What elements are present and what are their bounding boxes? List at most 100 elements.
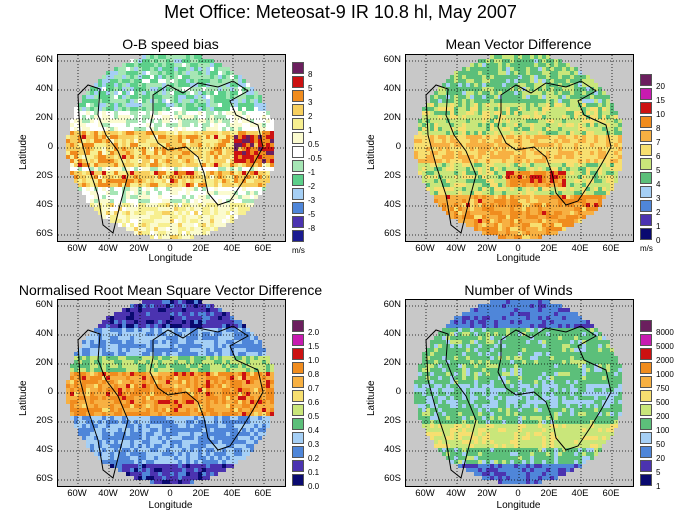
heatmap-cell	[186, 396, 190, 400]
heatmap-cell	[162, 203, 166, 207]
heatmap-cell	[562, 171, 566, 175]
heatmap-cell	[510, 119, 514, 123]
heatmap-cell	[454, 71, 458, 75]
heatmap-cell	[442, 195, 446, 199]
heatmap-cell	[466, 75, 470, 79]
heatmap-cell	[134, 63, 138, 67]
heatmap-cell	[474, 79, 478, 83]
heatmap-cell	[466, 175, 470, 179]
heatmap-cell	[82, 167, 86, 171]
heatmap-cell	[126, 147, 130, 151]
heatmap-cell	[126, 163, 130, 167]
heatmap-cell	[114, 332, 118, 336]
heatmap-cell	[106, 376, 110, 380]
heatmap-cell	[566, 111, 570, 115]
heatmap-cell	[458, 215, 462, 219]
heatmap-cell	[202, 396, 206, 400]
heatmap-cell	[226, 340, 230, 344]
heatmap-cell	[162, 167, 166, 171]
heatmap-cell	[566, 159, 570, 163]
heatmap-cell	[154, 131, 158, 135]
heatmap-cell	[194, 211, 198, 215]
heatmap-cell	[142, 392, 146, 396]
heatmap-cell	[530, 155, 534, 159]
heatmap-cell	[566, 71, 570, 75]
heatmap-cell	[566, 151, 570, 155]
heatmap-cell	[446, 179, 450, 183]
heatmap-cell	[126, 380, 130, 384]
heatmap-cell	[446, 155, 450, 159]
heatmap-cell	[490, 183, 494, 187]
heatmap-cell	[154, 392, 158, 396]
heatmap-cell	[430, 107, 434, 111]
heatmap-cell	[438, 195, 442, 199]
heatmap-cell	[502, 203, 506, 207]
heatmap-cell	[138, 372, 142, 376]
heatmap-cell	[458, 179, 462, 183]
heatmap-cell	[146, 75, 150, 79]
heatmap-cell	[514, 127, 518, 131]
heatmap-cell	[110, 324, 114, 328]
heatmap-cell	[482, 171, 486, 175]
heatmap-cell	[234, 187, 238, 191]
heatmap-cell	[510, 219, 514, 223]
heatmap-cell	[182, 300, 186, 304]
heatmap-cell	[146, 55, 150, 59]
heatmap-cell	[182, 396, 186, 400]
heatmap-cell	[442, 95, 446, 99]
heatmap-cell	[182, 352, 186, 356]
heatmap-cell	[566, 211, 570, 215]
heatmap-cell	[182, 115, 186, 119]
heatmap-cell	[146, 332, 150, 336]
heatmap-cell	[94, 340, 98, 344]
heatmap-cell	[566, 99, 570, 103]
map-plot-area	[57, 54, 286, 242]
heatmap-cell	[118, 103, 122, 107]
heatmap-cell	[162, 91, 166, 95]
heatmap-cell	[602, 167, 606, 171]
heatmap-cell	[462, 155, 466, 159]
heatmap-cell	[502, 159, 506, 163]
heatmap-cell	[538, 63, 542, 67]
heatmap-cell	[606, 175, 610, 179]
heatmap-cell	[194, 155, 198, 159]
heatmap-cell	[134, 215, 138, 219]
heatmap-cell	[534, 199, 538, 203]
heatmap-cell	[554, 167, 558, 171]
heatmap-cell	[470, 63, 474, 67]
heatmap-cell	[114, 151, 118, 155]
legend-label: 5	[656, 166, 661, 175]
heatmap-cell	[198, 336, 202, 340]
heatmap-cell	[474, 227, 478, 231]
heatmap-cell	[126, 135, 130, 139]
heatmap-cell	[510, 175, 514, 179]
heatmap-cell	[518, 151, 522, 155]
heatmap-cell	[522, 207, 526, 211]
heatmap-cell	[86, 151, 90, 155]
heatmap-cell	[98, 380, 102, 384]
heatmap-cell	[162, 324, 166, 328]
heatmap-cell	[494, 195, 498, 199]
heatmap-cell	[442, 191, 446, 195]
heatmap-cell	[214, 83, 218, 87]
heatmap-cell	[138, 324, 142, 328]
heatmap-cell	[242, 376, 246, 380]
heatmap-cell	[530, 87, 534, 91]
heatmap-cell	[178, 231, 182, 235]
heatmap-cell	[234, 139, 238, 143]
heatmap-cell	[202, 155, 206, 159]
heatmap-cell	[554, 123, 558, 127]
heatmap-cell	[134, 388, 138, 392]
heatmap-cell	[158, 115, 162, 119]
heatmap-cell	[490, 115, 494, 119]
heatmap-cell	[238, 183, 242, 187]
legend-label: 20	[656, 82, 665, 91]
heatmap-cell	[598, 151, 602, 155]
heatmap-cell	[126, 207, 130, 211]
heatmap-cell	[246, 352, 250, 356]
heatmap-cell	[494, 171, 498, 175]
heatmap-cell	[134, 123, 138, 127]
heatmap-cell	[242, 151, 246, 155]
heatmap-cell	[466, 115, 470, 119]
heatmap-cell	[538, 147, 542, 151]
